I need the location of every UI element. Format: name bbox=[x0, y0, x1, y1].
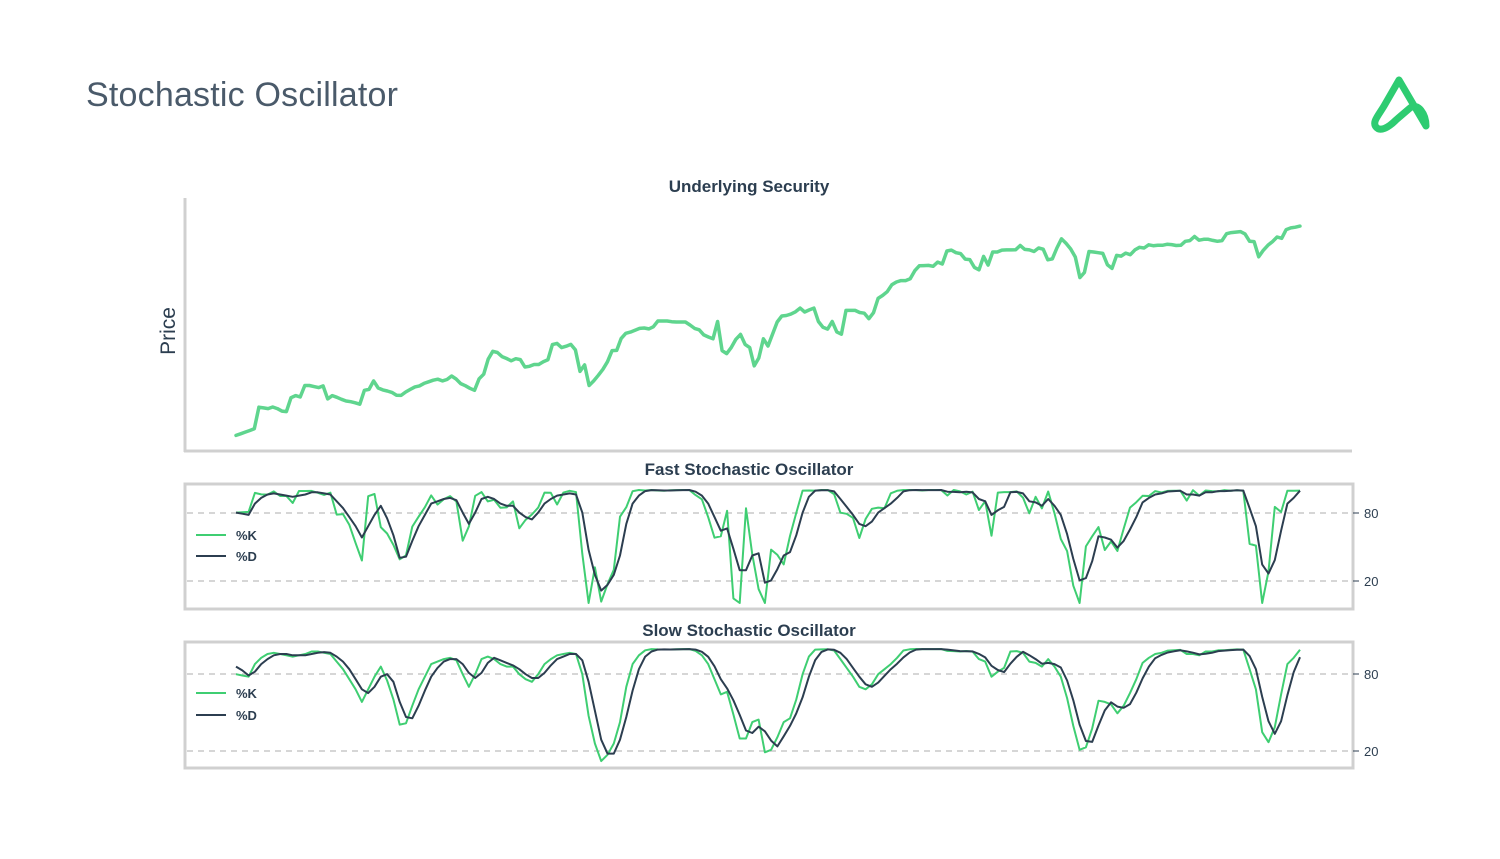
slow-d-series-line bbox=[235, 648, 1301, 755]
page-title: Stochastic Oscillator bbox=[86, 76, 399, 114]
fast-k-series-line bbox=[235, 489, 1301, 604]
fast-tick-label-80: 80 bbox=[1364, 506, 1378, 521]
fast-legend-k-label: %K bbox=[236, 528, 258, 543]
slow-legend-d-label: %D bbox=[236, 708, 257, 723]
slow-tick-label-20: 20 bbox=[1364, 744, 1378, 759]
fast-tick-label-20: 20 bbox=[1364, 574, 1378, 589]
slow-k-series-line bbox=[235, 648, 1301, 763]
price-panel-title: Underlying Security bbox=[669, 177, 830, 196]
slow-legend: %K %D bbox=[196, 686, 258, 723]
price-panel: Underlying Security Price bbox=[157, 177, 1352, 453]
fast-panel-frame bbox=[183, 482, 1355, 611]
slow-tick-label-80: 80 bbox=[1364, 667, 1378, 682]
slow-panel-title: Slow Stochastic Oscillator bbox=[642, 621, 856, 640]
fast-legend-d-label: %D bbox=[236, 549, 257, 564]
slow-panel-frame bbox=[183, 640, 1355, 770]
price-series-line bbox=[234, 224, 1302, 438]
fast-d-series-line bbox=[235, 489, 1301, 592]
fast-stochastic-panel: Fast Stochastic Oscillator 80 20 %K %D bbox=[183, 460, 1378, 611]
slow-legend-k-label: %K bbox=[236, 686, 258, 701]
fast-panel-title: Fast Stochastic Oscillator bbox=[645, 460, 854, 479]
brand-logo-icon bbox=[1371, 76, 1430, 133]
fast-legend: %K %D bbox=[196, 528, 258, 564]
price-y-axis-label: Price bbox=[157, 307, 180, 355]
slow-stochastic-panel: Slow Stochastic Oscillator 80 20 %K %D bbox=[183, 621, 1378, 770]
